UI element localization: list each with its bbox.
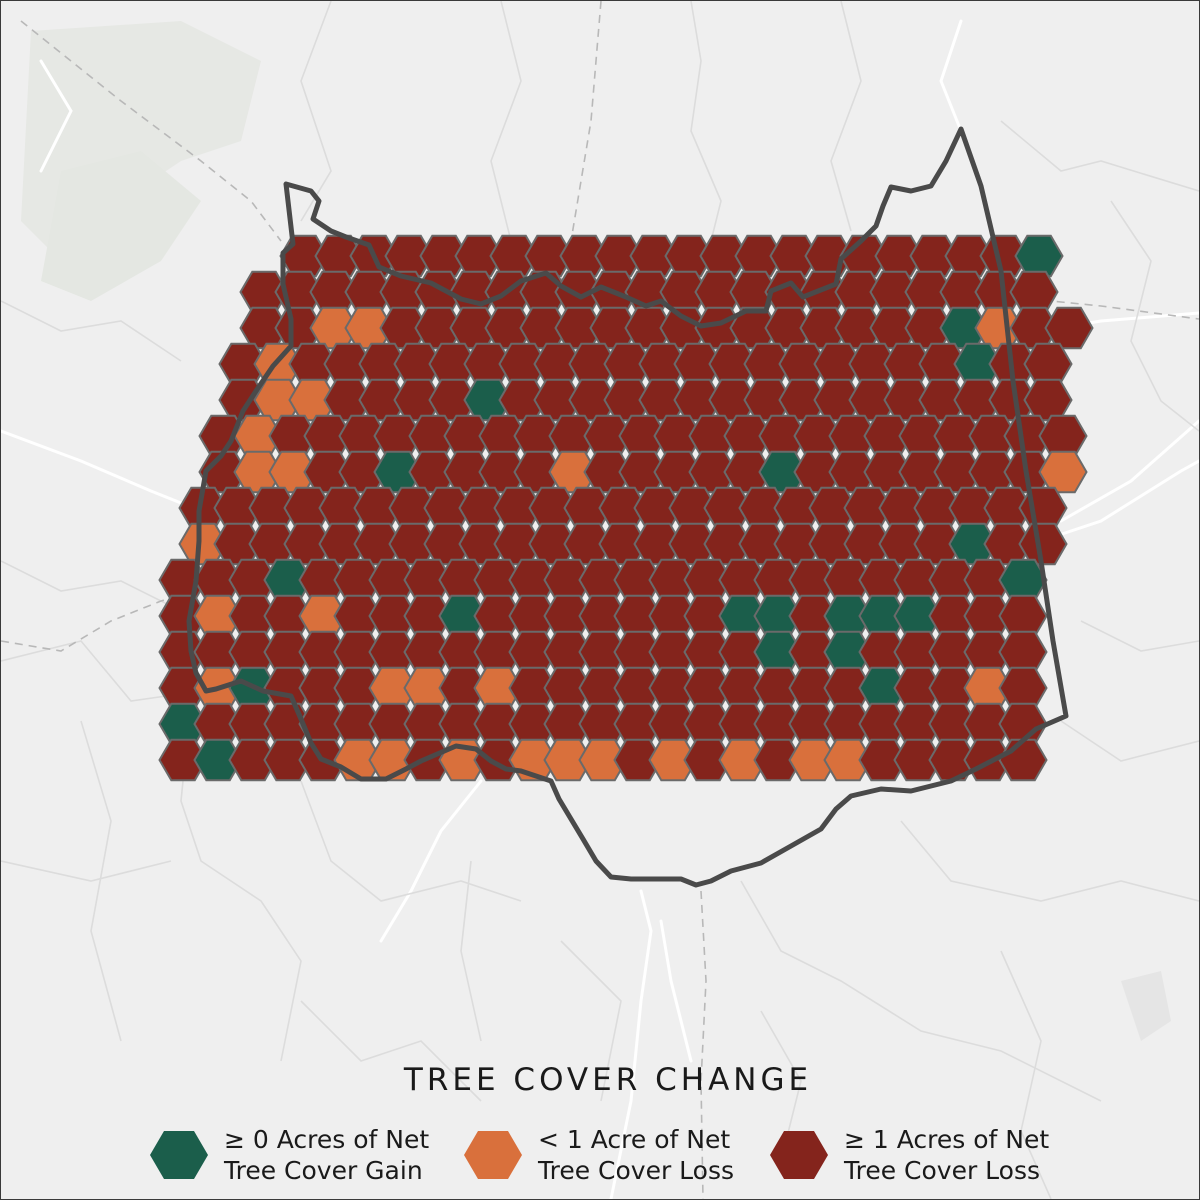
hex-cell-major-loss [1023, 342, 1073, 386]
hex-cell-major-loss [998, 666, 1048, 710]
hex-cell-minor-loss [1038, 450, 1088, 494]
legend-label-minor-loss: < 1 Acre of Net Tree Cover Loss [538, 1124, 734, 1186]
legend-label-gain-line2: Tree Cover Gain [224, 1156, 423, 1185]
hexagon-gain-fill [150, 1131, 208, 1179]
hexagon-minor-loss-icon [464, 1131, 522, 1179]
hex-grid [158, 234, 1094, 782]
hex-cell-major-loss [1023, 378, 1073, 422]
legend-label-minor-loss-line1: < 1 Acre of Net [538, 1125, 731, 1154]
legend-label-major-loss-line1: ≥ 1 Acres of Net [844, 1125, 1050, 1154]
legend-title: TREE COVER CHANGE [403, 1062, 813, 1098]
legend-label-major-loss-line2: Tree Cover Loss [844, 1156, 1041, 1185]
region-boundary [186, 126, 1069, 888]
hex-cell-major-loss [998, 630, 1048, 674]
hexagon-major-loss-icon [770, 1131, 828, 1179]
hex-cell-major-loss [998, 738, 1048, 782]
hex-cell-gain [1014, 234, 1064, 278]
hex-cell-major-loss [998, 594, 1048, 638]
legend-label-gain: ≥ 0 Acres of Net Tree Cover Gain [224, 1124, 429, 1186]
legend-label-gain-line1: ≥ 0 Acres of Net [224, 1125, 430, 1154]
hex-cell-major-loss [1044, 306, 1094, 350]
hex-cell-major-loss [1038, 414, 1088, 458]
hexagon-minor-loss-fill [464, 1131, 522, 1179]
legend-label-major-loss: ≥ 1 Acres of Net Tree Cover Loss [844, 1124, 1049, 1186]
hexagon-gain-icon [150, 1131, 208, 1179]
hex-cell-major-loss [1009, 270, 1059, 314]
legend-label-minor-loss-line2: Tree Cover Loss [538, 1156, 735, 1185]
hexagon-major-loss-fill [770, 1131, 828, 1179]
hex-cell-major-loss [1018, 486, 1068, 530]
